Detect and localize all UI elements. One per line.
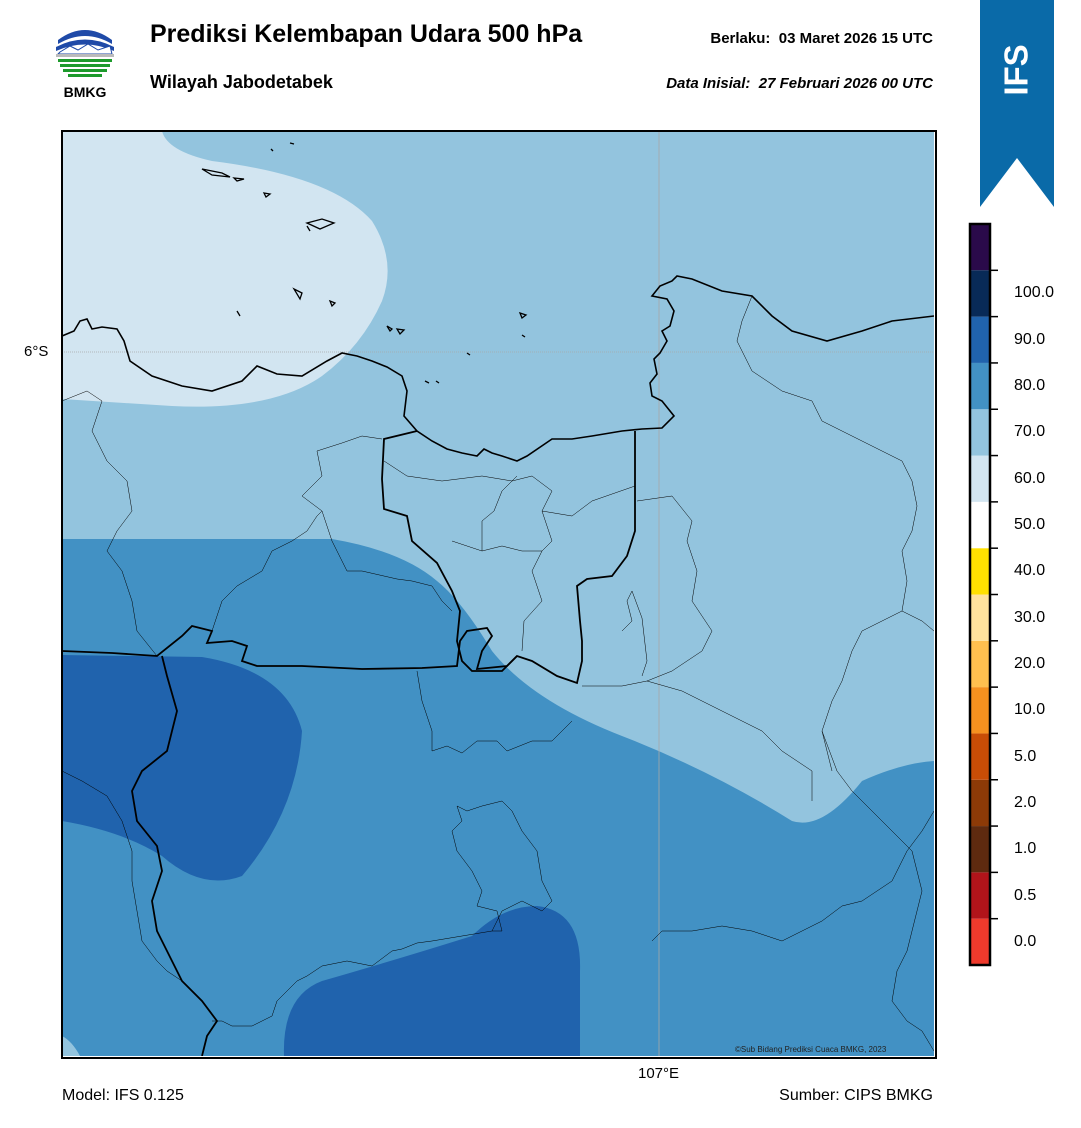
valid-time: Berlaku: 03 Maret 2026 15 UTC (710, 30, 933, 47)
model-ribbon (980, 0, 1054, 207)
logo-text: BMKG (63, 84, 107, 100)
colorbar-tick-label: 40.0 (1014, 562, 1046, 580)
colorbar-bin (970, 548, 990, 595)
colorbar-tick-label: 20.0 (1014, 654, 1046, 672)
data-source: Sumber: CIPS BMKG (779, 1087, 933, 1104)
colorbar-tick-label: 2.0 (1014, 793, 1037, 811)
colorbar-bin (970, 270, 990, 317)
init-label: Data Inisial: (666, 75, 751, 92)
valid-value: 03 Maret 2026 15 UTC (778, 30, 933, 47)
colorbar-tick-label: 1.0 (1014, 840, 1037, 858)
colorbar-bin (970, 316, 990, 363)
province-border-west (62, 625, 518, 1056)
zone-60-70-corner (62, 1036, 80, 1056)
colorbar-bin (970, 455, 990, 502)
colorbar-bin (970, 687, 990, 734)
coastline (62, 275, 934, 462)
longitude-label: 107°E (638, 1065, 680, 1082)
colorbar-tick-label: 60.0 (1014, 469, 1046, 487)
colorbar-tick-label: 30.0 (1014, 608, 1046, 626)
zone-50-60 (62, 131, 388, 407)
model-info: Model: IFS 0.125 (62, 1087, 184, 1104)
colorbar-bin (970, 594, 990, 641)
colorbar-bin (970, 733, 990, 780)
humidity-map (62, 131, 934, 1056)
colorbar-bin (970, 872, 990, 919)
colorbar-tick-label: 70.0 (1014, 423, 1046, 441)
colorbar-bin (970, 918, 990, 965)
colorbar-tick-label: 5.0 (1014, 747, 1037, 765)
colorbar-bin-top (970, 224, 990, 271)
colorbar-tick-label: 90.0 (1014, 330, 1046, 348)
colorbar-bin (970, 362, 990, 410)
model-ribbon-label: IFS (998, 44, 1035, 96)
map-credit: ©Sub Bidang Prediksi Cuaca BMKG, 2023 (735, 1045, 887, 1054)
page-title: Prediksi Kelembapan Udara 500 hPa (150, 20, 583, 48)
colorbar-tick-label: 100.0 (1014, 284, 1055, 302)
colorbar-tick-label: 0.0 (1014, 932, 1037, 950)
colorbar-bin (970, 409, 990, 456)
init-time: Data Inisial: 27 Februari 2026 00 UTC (666, 75, 933, 92)
zone-80-90-west (62, 655, 302, 881)
colorbar-bin (970, 640, 990, 688)
init-value: 27 Februari 2026 00 UTC (758, 75, 933, 92)
colorbar-bin (970, 501, 990, 549)
regency-borders (62, 295, 934, 1052)
colorbar-tick-label: 80.0 (1014, 377, 1046, 395)
colorbar-bin (970, 779, 990, 827)
zone-80-90-south (283, 906, 581, 1056)
colorbar-tick-label: 0.5 (1014, 886, 1037, 904)
valid-label: Berlaku: (710, 30, 771, 47)
bmkg-logo-icon (55, 26, 115, 86)
latitude-label: 6°S (24, 343, 49, 360)
colorbar-bin (970, 826, 990, 873)
colorbar-tick-label: 50.0 (1014, 516, 1046, 534)
colorbar-tick-label: 10.0 (1014, 701, 1046, 719)
islands (201, 142, 528, 384)
page-subtitle: Wilayah Jabodetabek (150, 72, 333, 92)
humidity-colorbar (968, 222, 998, 967)
